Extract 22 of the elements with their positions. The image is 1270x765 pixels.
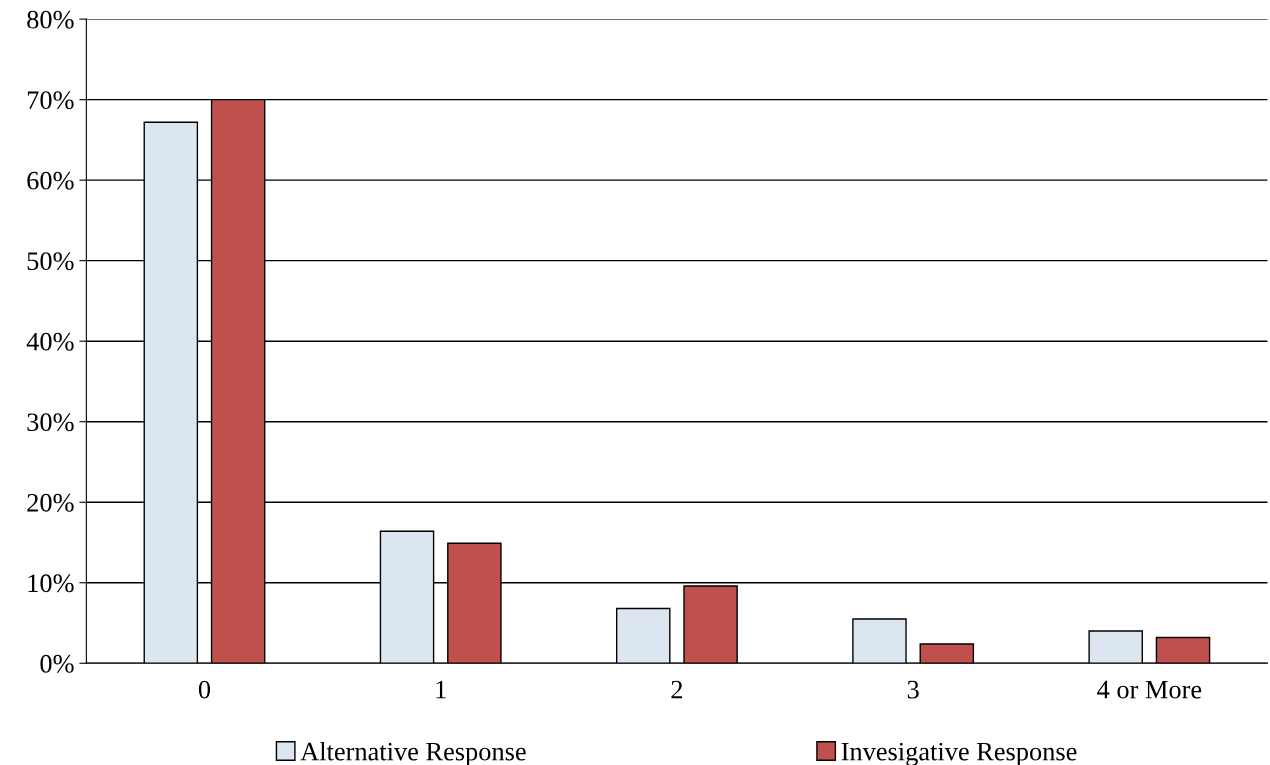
y-tick-label: 10%	[28, 574, 74, 593]
y-tick-label: 60%	[27, 171, 74, 190]
bar	[615, 607, 671, 664]
y-tick-label: 30%	[27, 413, 74, 432]
legend-label: Alternative Response	[300, 741, 526, 765]
x-tick-label: 2	[671, 680, 683, 699]
y-tick-label: 80%	[27, 10, 74, 29]
bar	[1155, 636, 1211, 664]
bar	[683, 585, 738, 664]
bar	[852, 618, 907, 664]
x-tick-label: 0	[198, 680, 211, 699]
y-tick-label: 40%	[26, 332, 74, 351]
y-tick-label: 20%	[27, 493, 74, 512]
legend-label: Invesigative Response	[841, 742, 1077, 765]
y-tick-label: 70%	[27, 91, 74, 110]
x-tick-label: 4 or More	[1097, 680, 1202, 699]
x-tick-label: 3	[907, 680, 919, 699]
y-tick-label: 50%	[27, 252, 74, 271]
x-tick-label: 1	[436, 680, 446, 699]
y-tick-label: 0%	[40, 654, 74, 673]
bar	[1088, 630, 1143, 664]
bar	[919, 643, 975, 664]
